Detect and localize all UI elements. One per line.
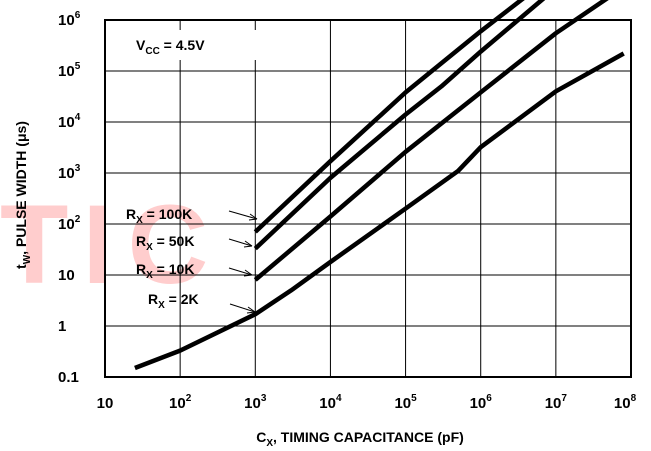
x-axis-title: CX, TIMING CAPACITANCE (pF) <box>256 429 464 449</box>
leader-rx-10k <box>228 267 253 276</box>
x-tick-label: 108 <box>614 393 637 412</box>
annotation-box <box>130 30 258 60</box>
vcc-annotation: VCC = 4.5V <box>136 37 205 57</box>
leader-rx-10k-arrow <box>243 269 253 277</box>
y-axis-title: tW, PULSE WIDTH (μs) <box>13 121 33 269</box>
y-tick-label: 106 <box>58 10 81 29</box>
series-lines <box>134 0 625 371</box>
series-label-rx-10k: RX = 10K <box>136 261 194 281</box>
series-label-rx-50k: RX = 50K <box>136 233 194 253</box>
leader-rx-50k <box>228 238 253 247</box>
x-tick-label: 106 <box>470 393 493 412</box>
leader-rx-2k-arrow <box>246 306 256 314</box>
series-line <box>253 0 525 234</box>
y-tick-label: 102 <box>58 214 81 233</box>
leader-lines <box>228 210 258 314</box>
series-label-rx-100k: RX = 100K <box>126 206 192 226</box>
y-tick-label: 103 <box>58 163 81 182</box>
y-tick-label: 10 <box>58 267 75 284</box>
series-line <box>253 0 546 251</box>
x-tick-label: 104 <box>319 393 342 412</box>
x-tick-label: 107 <box>545 393 568 412</box>
x-tick-label: 102 <box>169 393 192 412</box>
series-line <box>253 0 609 282</box>
y-tick-labels: 0.1 1 10 102 103 104 105 106 <box>58 10 81 386</box>
plot-frame <box>104 19 632 378</box>
leader-rx-2k <box>229 303 256 313</box>
x-tick-label: 103 <box>244 393 267 412</box>
y-tick-label: 104 <box>58 112 81 131</box>
y-tick-label: 105 <box>58 61 81 80</box>
leader-rx-100k <box>228 210 258 220</box>
leader-rx-50k-arrow <box>243 240 253 248</box>
x-tick-label: 10 <box>97 395 114 412</box>
y-tick-label: 0.1 <box>58 369 79 386</box>
series-label-rx-2k: RX = 2K <box>148 291 199 311</box>
series-labels: RX = 100K RX = 50K RX = 10K RX = 2K <box>126 206 199 311</box>
x-tick-label: 105 <box>394 393 417 412</box>
series-line <box>134 51 625 371</box>
leader-rx-100k-arrow <box>248 213 258 221</box>
y-tick-label: 1 <box>58 318 66 335</box>
x-tick-labels: 10 102 103 104 105 106 107 108 <box>97 393 637 412</box>
